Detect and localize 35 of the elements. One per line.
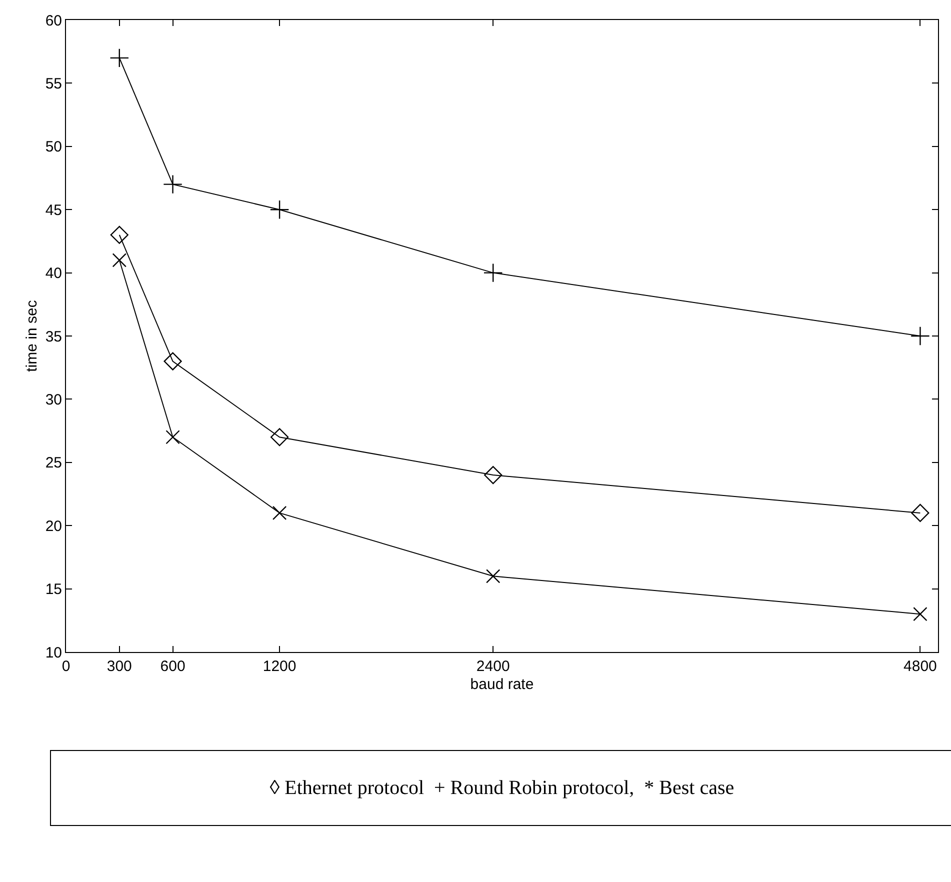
- y-tick-label: 60: [45, 12, 62, 30]
- x-tick-label: 4800: [904, 658, 937, 675]
- x-tick-label: 2400: [476, 658, 510, 675]
- point: [164, 352, 182, 370]
- y-tick-label: 20: [45, 518, 62, 535]
- point: [270, 428, 289, 446]
- x-tick-label: 600: [160, 658, 186, 675]
- x-axis-title: baud rate: [470, 676, 534, 693]
- text: ◊ Ethernet protocol + Round Robin protocol, * Best case: [270, 777, 734, 799]
- point: [166, 430, 180, 444]
- point: [910, 326, 930, 346]
- point: [911, 504, 930, 522]
- point: [913, 606, 928, 622]
- point: [484, 466, 502, 484]
- point: [272, 506, 287, 520]
- point: [483, 263, 503, 282]
- y-tick-label: 15: [45, 581, 62, 598]
- point: [110, 48, 130, 68]
- y-tick-label: 45: [45, 202, 62, 219]
- x-tick-label: 300: [106, 658, 132, 675]
- y-tick-label: 30: [45, 391, 62, 408]
- point: [270, 200, 290, 220]
- y-tick-label: 40: [45, 265, 62, 282]
- y-tick-label: 55: [45, 75, 62, 92]
- point: [486, 569, 500, 584]
- point: [110, 226, 128, 244]
- y-tick-label: 35: [45, 328, 62, 346]
- y-tick-label: 50: [45, 138, 62, 156]
- point: [112, 253, 126, 268]
- point: [163, 174, 182, 194]
- x-tick-label: 0: [62, 658, 70, 675]
- y-axis-title: time in sec: [24, 300, 41, 372]
- y-tick-label: 25: [45, 454, 62, 472]
- x-tick-label: 1200: [262, 658, 296, 675]
- y-tick-label: 10: [45, 644, 62, 662]
